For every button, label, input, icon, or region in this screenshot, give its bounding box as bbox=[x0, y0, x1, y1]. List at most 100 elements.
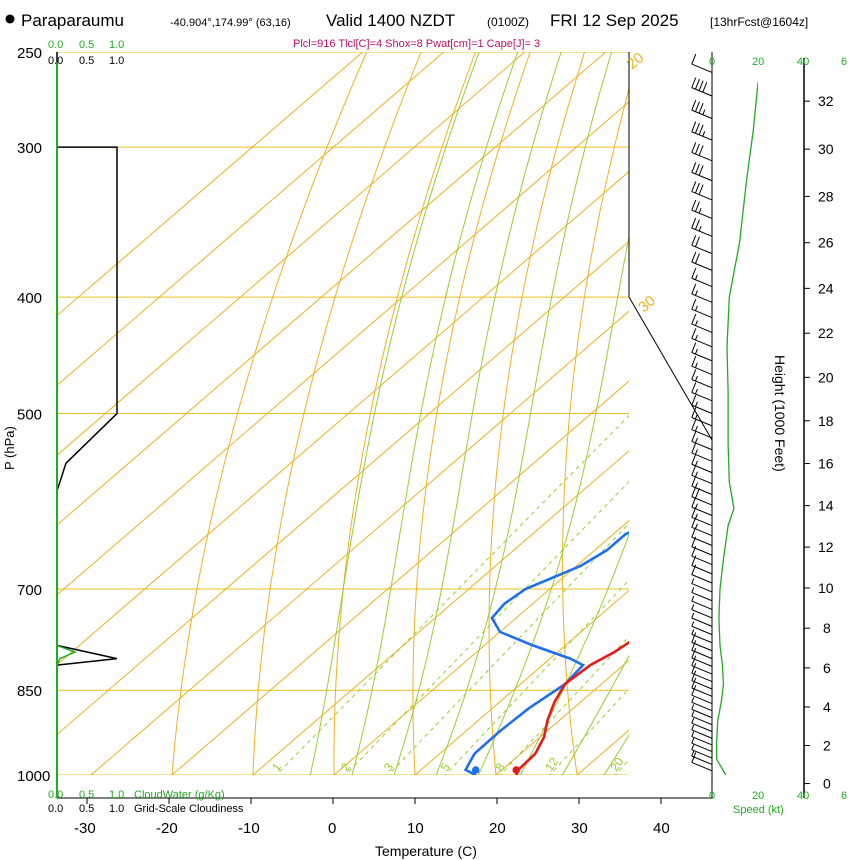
speed-axis-label: Speed (kt) bbox=[733, 804, 784, 816]
wind-barb-flag bbox=[698, 102, 704, 114]
mixing-ratio-label-2: 2 bbox=[338, 760, 353, 774]
moist-adiabat-5 bbox=[435, 52, 613, 775]
wind-barb-shaft bbox=[691, 506, 713, 516]
moist-adiabat-15 bbox=[519, 533, 629, 775]
station-bullet bbox=[5, 14, 15, 24]
wind-barb-half-flag bbox=[694, 460, 698, 466]
dewpoint-profile bbox=[463, 531, 629, 775]
pressure-tick-850: 850 bbox=[17, 683, 42, 700]
isotherm-0 bbox=[414, 589, 629, 775]
wind-barb-shaft bbox=[691, 641, 713, 652]
stability-indices: Plcl=916 Tlcl[C]=4 Shox=8 Pwat[cm]=1 Cap… bbox=[293, 38, 540, 50]
wind-barb-flag bbox=[694, 201, 700, 212]
station-coords: -40.904°,174.99° (63,16) bbox=[170, 17, 291, 29]
wind-barb-flag bbox=[691, 142, 697, 153]
wind-barb-flag bbox=[691, 328, 697, 339]
pressure-tick-250: 250 bbox=[17, 45, 42, 62]
wind-barb-shaft bbox=[691, 749, 713, 759]
height-tick-26: 26 bbox=[818, 235, 834, 251]
speed-tick-bottom-0: 0 bbox=[709, 790, 715, 802]
wind-barb-flag bbox=[691, 355, 697, 367]
height-tick-28: 28 bbox=[818, 188, 834, 204]
wind-barb-flag bbox=[694, 101, 700, 112]
wind-barb-shaft bbox=[691, 209, 713, 219]
mixing-ratio-line-8 bbox=[499, 635, 629, 775]
valid-time: Valid 1400 NZDT bbox=[326, 11, 455, 30]
dry-adiabat-10 bbox=[488, 52, 586, 775]
speed-tick-top-1: 20 bbox=[752, 56, 764, 68]
cloud-scale-bottom-black-0: 0.0 bbox=[48, 803, 63, 815]
wind-barb-half-flag bbox=[702, 131, 706, 137]
wind-barb-shaft bbox=[691, 583, 713, 593]
pressure-tick-500: 500 bbox=[17, 407, 42, 424]
moist-adiabat--10 bbox=[309, 52, 480, 775]
wind-barb-shaft bbox=[691, 761, 713, 772]
temperature-tick--20: -20 bbox=[156, 820, 178, 837]
wind-barb-flag bbox=[691, 442, 697, 454]
wind-barb-flag bbox=[691, 419, 697, 430]
wind-barb-flag bbox=[691, 655, 697, 666]
wind-barb-half-flag bbox=[691, 744, 695, 750]
temperature-tick-10: 10 bbox=[407, 820, 424, 837]
wind-barb-half-flag bbox=[691, 750, 695, 757]
cloud-scale-top-black-0: 0.0 bbox=[48, 55, 63, 67]
wind-barb-shaft bbox=[691, 591, 713, 602]
wind-barb-flag bbox=[691, 677, 697, 689]
isotherm-10 bbox=[495, 659, 629, 775]
mixing-ratio-label-12: 12 bbox=[542, 755, 561, 774]
isotherm--90 bbox=[57, 52, 526, 456]
wind-barb-half-flag bbox=[694, 274, 698, 280]
wind-barb-flag bbox=[691, 670, 697, 681]
isotherm--30 bbox=[171, 380, 629, 775]
wind-barb-flag bbox=[691, 283, 697, 295]
wind-barb-half-flag bbox=[694, 471, 698, 478]
wind-barb-half-flag bbox=[694, 375, 698, 382]
wind-barb-shaft bbox=[691, 131, 713, 141]
height-tick-32: 32 bbox=[818, 93, 834, 109]
cloud-scale-bottom-black-2: 1.0 bbox=[109, 803, 124, 815]
wind-barb-half-flag bbox=[694, 334, 698, 341]
wind-barb-flag bbox=[691, 313, 697, 325]
wind-barb-flag bbox=[694, 182, 700, 194]
temperature-profile bbox=[515, 640, 629, 775]
wind-barb-flag bbox=[691, 299, 697, 310]
height-tick-14: 14 bbox=[818, 498, 834, 514]
height-tick-6: 6 bbox=[823, 660, 831, 676]
wind-barb-half-flag bbox=[694, 348, 698, 355]
wind-barb-half-flag bbox=[691, 717, 695, 724]
moist-adiabat-0 bbox=[393, 52, 562, 775]
wind-barb-flag bbox=[694, 219, 700, 230]
pressure-tick-700: 700 bbox=[17, 582, 42, 599]
isotherm--80 bbox=[57, 52, 607, 526]
temperature-axis-ticks: -30 -20 -10 0 10 20 30 40 bbox=[74, 798, 670, 837]
cloud-scale-top-black-2: 1.0 bbox=[109, 55, 124, 67]
wind-barb-half-flag bbox=[691, 737, 695, 744]
moist-adiabat-25 bbox=[603, 734, 629, 775]
wind-barb-flag bbox=[691, 685, 697, 696]
wind-barb-half-flag bbox=[691, 587, 695, 593]
wind-barb-flag bbox=[691, 475, 697, 487]
wind-barb-half-flag bbox=[691, 731, 695, 737]
temperature-tick-20: 20 bbox=[489, 820, 506, 837]
isotherm--60 bbox=[57, 170, 629, 666]
wind-barb-half-flag bbox=[691, 612, 695, 619]
height-tick-22: 22 bbox=[818, 325, 834, 341]
wind-barb-half-flag bbox=[694, 320, 698, 326]
mixing-ratio-label-5: 5 bbox=[438, 760, 453, 774]
wind-barb-shaft bbox=[691, 609, 713, 619]
cloud-scale-bottom-green-1: 0.5 bbox=[79, 789, 94, 801]
pressure-tick-400: 400 bbox=[17, 290, 42, 307]
isotherm--10 bbox=[333, 520, 629, 775]
wind-barb-half-flag bbox=[702, 109, 706, 115]
temperature-tick-0: 0 bbox=[328, 820, 336, 837]
wind-barb-shaft bbox=[691, 701, 713, 712]
pressure-tick-300: 300 bbox=[17, 140, 42, 157]
wind-barb-half-flag bbox=[698, 225, 702, 232]
wind-barb-half-flag bbox=[694, 305, 698, 311]
wind-barb-flag bbox=[691, 162, 697, 173]
pressure-axis-ticks: 250 300 400 500 700 850 1000 bbox=[17, 45, 50, 785]
wind-barb-shaft bbox=[691, 755, 713, 765]
speed-tick-top-0: 0 bbox=[709, 56, 715, 68]
moist-adiabat--5 bbox=[351, 52, 519, 775]
cloud-scale-labels: 0.0 0.0 0.0 0.0 0.5 0.5 0.5 0.5 1.0 1.0 1.0 1.0 bbox=[48, 39, 124, 815]
